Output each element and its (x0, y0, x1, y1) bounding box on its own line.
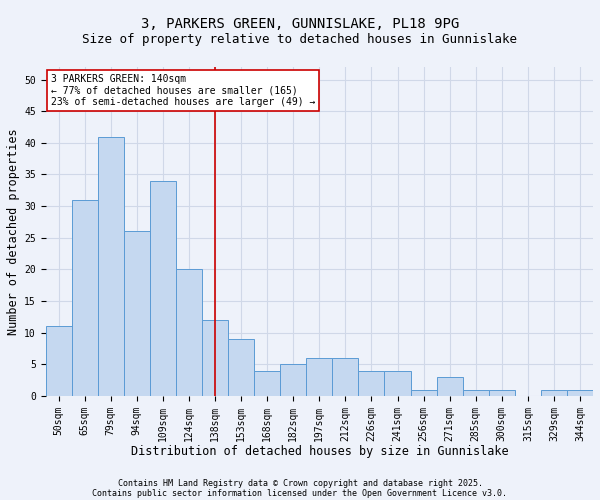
Bar (150, 181, 176, 396)
Bar (489, 390, 515, 396)
Bar (332, 358, 358, 396)
Bar (202, 320, 228, 396)
Bar (280, 364, 306, 396)
Bar (567, 390, 593, 396)
Bar (437, 377, 463, 396)
Bar (541, 390, 567, 396)
Text: Size of property relative to detached houses in Gunnislake: Size of property relative to detached ho… (83, 32, 517, 46)
Bar (358, 370, 385, 396)
Bar (463, 390, 489, 396)
Bar (254, 370, 280, 396)
Bar (385, 370, 410, 396)
Bar (98, 136, 124, 396)
Text: Contains public sector information licensed under the Open Government Licence v3: Contains public sector information licen… (92, 488, 508, 498)
X-axis label: Distribution of detached houses by size in Gunnislake: Distribution of detached houses by size … (131, 445, 508, 458)
Text: 3, PARKERS GREEN, GUNNISLAKE, PL18 9PG: 3, PARKERS GREEN, GUNNISLAKE, PL18 9PG (141, 18, 459, 32)
Bar (410, 390, 437, 396)
Bar (46, 326, 71, 396)
Y-axis label: Number of detached properties: Number of detached properties (7, 128, 20, 334)
Text: 3 PARKERS GREEN: 140sqm
← 77% of detached houses are smaller (165)
23% of semi-d: 3 PARKERS GREEN: 140sqm ← 77% of detache… (51, 74, 316, 106)
Bar (176, 270, 202, 396)
Bar (71, 200, 98, 396)
Bar (228, 339, 254, 396)
Bar (306, 358, 332, 396)
Text: Contains HM Land Registry data © Crown copyright and database right 2025.: Contains HM Land Registry data © Crown c… (118, 478, 482, 488)
Bar (124, 232, 150, 396)
